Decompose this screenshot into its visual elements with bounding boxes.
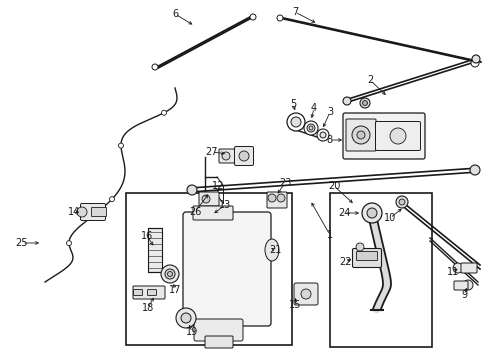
Circle shape	[202, 195, 209, 203]
FancyBboxPatch shape	[342, 113, 424, 159]
Circle shape	[308, 126, 312, 130]
Circle shape	[342, 97, 350, 105]
Circle shape	[356, 131, 364, 139]
Bar	[126, 193, 291, 345]
FancyBboxPatch shape	[234, 147, 253, 166]
FancyBboxPatch shape	[375, 122, 420, 150]
Circle shape	[167, 271, 172, 276]
Circle shape	[286, 113, 305, 131]
Circle shape	[186, 185, 197, 195]
FancyBboxPatch shape	[460, 263, 476, 273]
Circle shape	[395, 196, 407, 208]
Circle shape	[181, 313, 191, 323]
Circle shape	[452, 263, 462, 273]
Text: 26: 26	[188, 207, 201, 217]
FancyBboxPatch shape	[346, 119, 375, 151]
Circle shape	[276, 15, 283, 21]
Circle shape	[161, 110, 166, 115]
Circle shape	[290, 117, 301, 127]
Text: 19: 19	[185, 327, 198, 337]
Circle shape	[366, 208, 376, 218]
FancyBboxPatch shape	[133, 289, 142, 296]
Text: 27: 27	[205, 147, 218, 157]
Circle shape	[398, 199, 404, 205]
Text: 2: 2	[366, 75, 372, 85]
Bar	[329, 193, 431, 347]
Ellipse shape	[264, 239, 279, 261]
Text: 11: 11	[446, 267, 458, 277]
Text: 17: 17	[168, 285, 181, 295]
Circle shape	[470, 59, 478, 67]
Text: 4: 4	[310, 103, 316, 113]
Text: 5: 5	[289, 99, 296, 109]
Circle shape	[306, 124, 314, 132]
Text: 21: 21	[268, 245, 281, 255]
Text: 16: 16	[141, 231, 153, 241]
Text: 23: 23	[278, 178, 290, 188]
FancyBboxPatch shape	[81, 203, 105, 220]
Text: 12: 12	[211, 181, 224, 191]
Circle shape	[267, 194, 275, 202]
Circle shape	[118, 143, 123, 148]
Circle shape	[249, 14, 256, 20]
Circle shape	[161, 265, 179, 283]
Circle shape	[176, 308, 196, 328]
Bar	[148, 228, 162, 272]
FancyBboxPatch shape	[219, 149, 241, 163]
FancyBboxPatch shape	[133, 286, 164, 299]
FancyBboxPatch shape	[147, 289, 156, 296]
Circle shape	[462, 280, 472, 290]
FancyBboxPatch shape	[194, 319, 243, 341]
FancyBboxPatch shape	[352, 248, 381, 267]
Text: 15: 15	[288, 300, 301, 310]
FancyBboxPatch shape	[453, 281, 467, 290]
Text: 8: 8	[325, 135, 331, 145]
Circle shape	[469, 165, 479, 175]
Text: 14: 14	[68, 207, 80, 217]
Text: 22: 22	[338, 257, 350, 267]
Circle shape	[301, 289, 310, 299]
Text: 18: 18	[142, 303, 154, 313]
Circle shape	[109, 197, 114, 202]
Text: 1: 1	[326, 230, 332, 240]
Circle shape	[222, 152, 229, 160]
Circle shape	[359, 98, 369, 108]
Circle shape	[304, 121, 317, 135]
Text: 13: 13	[219, 200, 231, 210]
Text: 10: 10	[383, 213, 395, 223]
FancyBboxPatch shape	[293, 283, 317, 305]
Text: 6: 6	[172, 9, 178, 19]
Text: 9: 9	[460, 290, 466, 300]
Circle shape	[389, 128, 405, 144]
Circle shape	[164, 269, 175, 279]
Circle shape	[361, 203, 381, 223]
Circle shape	[351, 126, 369, 144]
Text: 24: 24	[337, 208, 349, 218]
Text: 20: 20	[327, 181, 340, 191]
FancyBboxPatch shape	[183, 212, 270, 326]
Circle shape	[77, 207, 87, 217]
Circle shape	[239, 151, 248, 161]
FancyBboxPatch shape	[91, 207, 106, 216]
Circle shape	[319, 132, 325, 138]
Circle shape	[152, 64, 158, 70]
FancyBboxPatch shape	[193, 206, 232, 220]
FancyBboxPatch shape	[204, 336, 232, 348]
Circle shape	[316, 129, 328, 141]
FancyBboxPatch shape	[356, 252, 377, 261]
FancyBboxPatch shape	[199, 192, 219, 206]
Circle shape	[362, 100, 367, 105]
Text: 25: 25	[16, 238, 28, 248]
Circle shape	[471, 55, 479, 63]
Circle shape	[355, 243, 363, 251]
Circle shape	[276, 194, 285, 202]
Circle shape	[66, 240, 71, 246]
FancyBboxPatch shape	[266, 192, 286, 208]
Text: 7: 7	[291, 7, 298, 17]
Text: 3: 3	[326, 107, 332, 117]
